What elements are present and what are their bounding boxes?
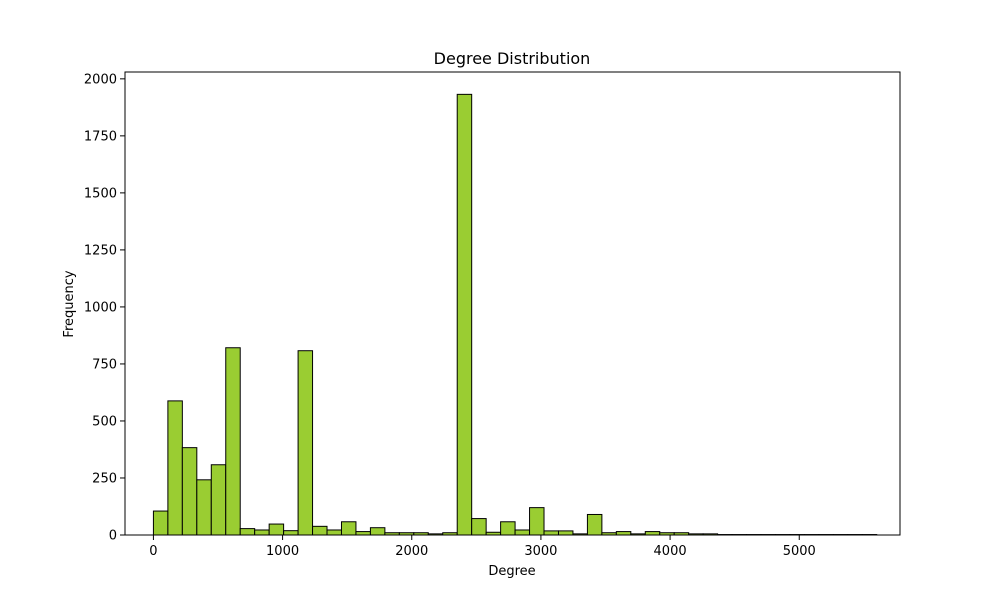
histogram-bar	[644, 531, 661, 536]
y-axis-ticks: 0 250 500 750 1000 1250 1500 1750 2000	[84, 72, 125, 544]
y-tick-label: 1500	[84, 186, 117, 201]
histogram-bar	[500, 521, 516, 536]
histogram-bar	[514, 529, 531, 536]
histogram-bar	[312, 525, 328, 536]
histogram-bar	[283, 530, 299, 536]
y-tick-label: 2000	[84, 72, 117, 87]
histogram-bar	[456, 93, 473, 536]
histogram-bar	[239, 528, 256, 536]
chart-title: Degree Distribution	[434, 49, 591, 68]
y-tick-label: 0	[109, 529, 117, 544]
histogram-bar	[152, 510, 169, 536]
histogram-bar	[369, 527, 386, 536]
histogram-bar	[210, 464, 227, 536]
histogram-bar	[268, 523, 285, 536]
histogram-bar	[254, 529, 270, 536]
x-tick-label: 5000	[783, 544, 816, 559]
x-tick-label: 1000	[266, 544, 299, 559]
x-tick-label: 0	[149, 544, 157, 559]
bars-group	[152, 93, 878, 536]
histogram-bar	[196, 479, 212, 536]
x-axis-label: Degree	[488, 564, 535, 579]
histogram-bar	[225, 347, 241, 536]
y-tick-label: 1750	[84, 129, 117, 144]
histogram-bar	[615, 531, 632, 536]
x-tick-label: 2000	[395, 544, 428, 559]
histogram-bar	[181, 447, 198, 536]
histogram-bar	[297, 350, 314, 536]
histogram-bar	[586, 513, 603, 536]
histogram-bar	[543, 530, 559, 536]
y-tick-label: 500	[92, 414, 117, 429]
x-tick-label: 3000	[524, 544, 557, 559]
y-tick-label: 250	[92, 471, 117, 486]
histogram-bar	[326, 529, 342, 536]
plot-frame	[124, 71, 901, 536]
x-tick-label: 4000	[654, 544, 687, 559]
y-tick-label: 1250	[84, 243, 117, 258]
histogram-bar	[471, 518, 487, 536]
y-tick-label: 750	[92, 357, 117, 372]
y-axis-label: Frequency	[62, 270, 77, 337]
histogram-bar	[167, 400, 183, 536]
x-axis-ticks: 0 1000 2000 3000 4000 5000	[149, 535, 816, 559]
histogram-bar	[557, 530, 574, 536]
histogram-bar	[355, 531, 371, 536]
y-tick-label: 1000	[84, 300, 117, 315]
histogram-bar	[529, 507, 545, 536]
histogram-bar	[340, 521, 357, 536]
